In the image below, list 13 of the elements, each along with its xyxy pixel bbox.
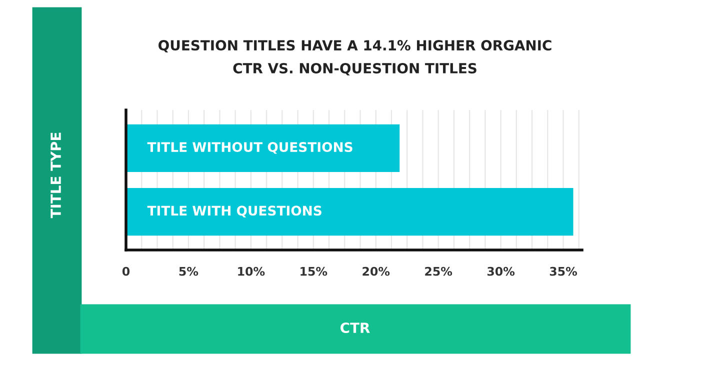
x-tick-label: 0 [122,266,130,276]
y-tick-label: TITLE WITH QUESTIONS [147,206,322,218]
chart-title: QUESTION TITLES HAVE A 14.1% HIGHER ORGANIC CTR VS. NON-QUESTION TITLES [158,40,552,76]
x-tick-label: 10% [238,266,265,276]
x-tick-label: 20% [362,266,390,276]
x-tick-label: 5% [179,266,198,276]
x-tick-label: 35% [550,266,578,276]
x-tick-label: 15% [300,266,328,276]
y-tick-label: TITLE WITHOUT QUESTIONS [147,142,352,154]
x-axis-title: CTR [340,322,370,334]
x-tick-label: 30% [487,266,515,276]
x-tick-label: 25% [425,266,452,276]
y-axis-title: TITLE TYPE [50,132,61,218]
